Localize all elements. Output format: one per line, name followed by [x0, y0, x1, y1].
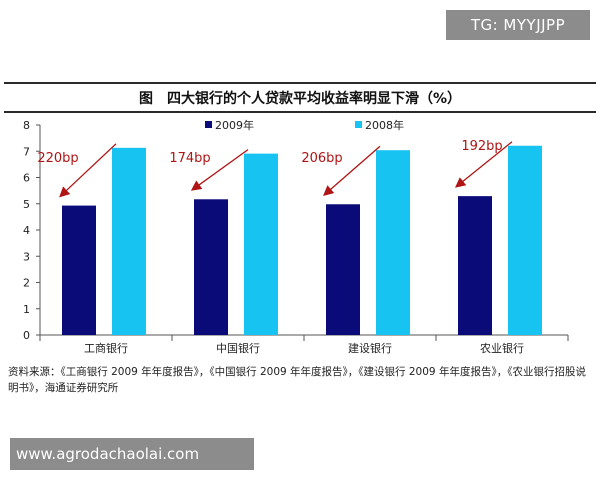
- watermark-bottom: www.agrodachaolai.com: [10, 438, 254, 470]
- annotation-label: 220bp: [37, 151, 78, 166]
- bar-2009: [62, 205, 96, 335]
- legend-swatch: [355, 121, 362, 128]
- bar-2009: [458, 196, 492, 335]
- source-note: 资料来源：《工商银行 2009 年年度报告》，《中国银行 2009 年年度报告》…: [8, 366, 586, 394]
- category-label: 中国银行: [216, 341, 260, 355]
- y-tick-label: 1: [23, 303, 30, 316]
- y-tick-label: 4: [23, 224, 30, 237]
- bar-2008: [112, 147, 146, 335]
- y-tick-label: 5: [23, 198, 30, 211]
- annotation-arrow: [454, 141, 513, 188]
- annotation-arrow: [59, 143, 117, 198]
- legend-label: 2008年: [365, 118, 404, 132]
- annotation-arrow: [323, 145, 381, 196]
- annotation-arrow: [190, 149, 249, 191]
- y-tick-label: 3: [23, 250, 30, 263]
- y-tick-label: 8: [23, 119, 30, 132]
- title-rule-bottom: [4, 111, 596, 113]
- bar-2008: [376, 150, 410, 335]
- chart-title: 图 四大银行的个人贷款平均收益率明显下滑（%）: [138, 91, 462, 107]
- category-label: 农业银行: [480, 341, 524, 355]
- bar-2009: [194, 199, 228, 335]
- bar-2008: [508, 145, 542, 335]
- watermark-top: TG: MYYJJPP: [446, 10, 590, 40]
- title-rule-top: [4, 82, 596, 84]
- y-tick-label: 0: [23, 329, 30, 342]
- legend-swatch: [205, 121, 212, 128]
- annotation-label: 206bp: [301, 151, 342, 166]
- legend-label: 2009年: [215, 118, 254, 132]
- y-tick-label: 6: [23, 172, 30, 185]
- bar-2008: [244, 153, 278, 335]
- y-tick-label: 7: [23, 145, 30, 158]
- category-label: 建设银行: [348, 341, 392, 355]
- category-label: 工商银行: [84, 341, 128, 355]
- annotation-label: 192bp: [461, 139, 502, 154]
- y-tick-label: 2: [23, 277, 30, 290]
- annotation-label: 174bp: [169, 151, 210, 166]
- bar-2009: [326, 204, 360, 335]
